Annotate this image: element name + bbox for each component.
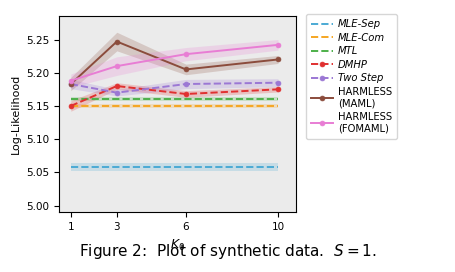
X-axis label: $K_0$: $K_0$ bbox=[170, 237, 185, 252]
Y-axis label: Log-Likelihood: Log-Likelihood bbox=[11, 74, 21, 154]
Text: Figure 2:  Plot of synthetic data.  $S = 1$.: Figure 2: Plot of synthetic data. $S = 1… bbox=[79, 242, 376, 261]
Legend: MLE-Sep, MLE-Com, MTL, DMHP, Two Step, HARMLESS
(MAML), HARMLESS
(FOMAML): MLE-Sep, MLE-Com, MTL, DMHP, Two Step, H… bbox=[305, 14, 396, 138]
